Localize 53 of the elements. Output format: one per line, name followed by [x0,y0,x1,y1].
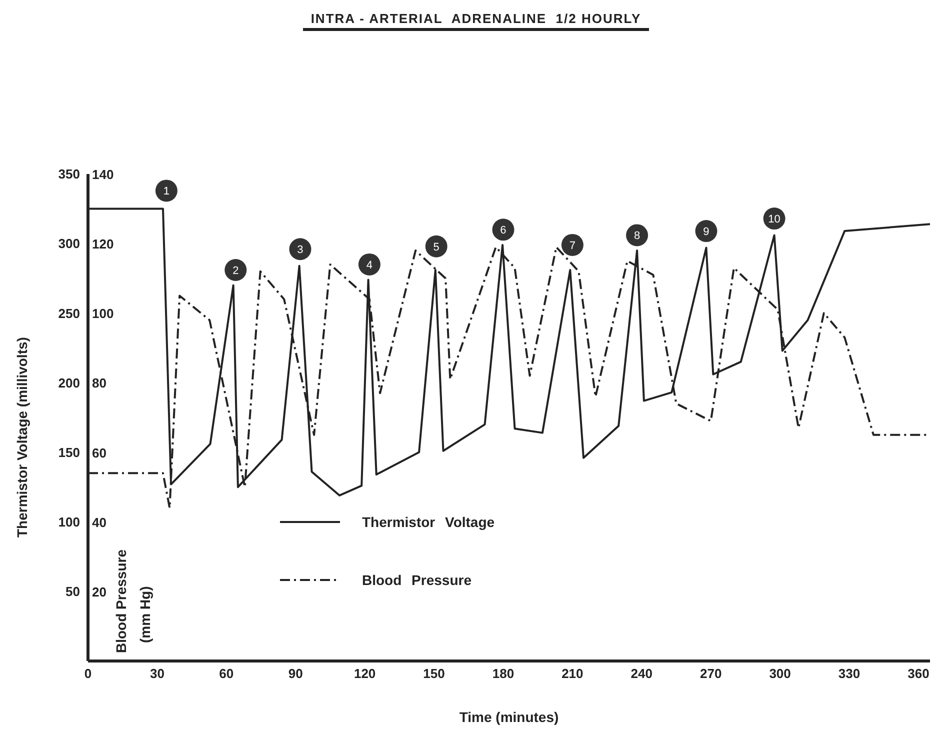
x-axis-title: Time (minutes) [459,709,559,725]
annotation: 7 [569,240,576,252]
y2-tick-label: 40 [92,514,106,530]
y2-axis-title: Blood Pressure (mm Hg) [113,549,153,653]
x-tick-label: 0 [84,666,92,682]
x-tick-label: 300 [769,666,791,682]
number-badge: 9 [695,220,718,242]
x-tick-label: 270 [700,666,722,682]
number-badge: 6 [492,218,514,241]
x-tick-label: 360 [908,666,930,682]
y-tick-label: 300 [58,236,80,252]
annotation: 1 [163,186,170,198]
y-axis-title: Thermistor Voltage (millivolts) [14,337,30,538]
number-badge: 5 [425,235,448,258]
annotation: 10 [768,214,780,226]
number-badge: 7 [561,234,584,256]
x-tick-label: 150 [423,666,445,682]
x-tick-label: 240 [630,666,652,682]
y2-tick-label: 100 [92,306,114,322]
y-tick-label: 150 [58,444,80,460]
x-tick-label: 60 [219,666,234,682]
annotation: 6 [500,224,506,237]
number-badge: 10 [763,208,786,230]
y2-tick-label: 140 [92,167,114,182]
chart-title: INTRA - ARTERIAL ADRENALINE 1/2 HOURLY [302,11,650,31]
annotation: 8 [634,230,640,242]
y2-tick-label: 120 [92,236,114,252]
annotation: 5 [433,241,440,254]
y2-tick-label: 60 [92,445,106,460]
y-tick-label: 350 [58,166,80,182]
number-badge: 1 [155,180,178,202]
number-badge: 8 [626,224,648,246]
legend-label: Blood Pressure [362,572,472,588]
y2-tick-label: 80 [92,376,106,391]
number-badge: 2 [224,259,247,281]
x-tick-label: 210 [562,666,584,682]
x-tick-label: 90 [288,666,303,682]
y-tick-label: 50 [66,584,80,600]
x-tick-label: 180 [492,666,514,682]
x-tick-label: 330 [838,666,860,682]
annotation: 4 [366,259,372,272]
annotation: 3 [297,244,304,256]
annotation: 9 [703,226,710,238]
y-tick-label: 100 [58,514,80,530]
y-tick-label: 200 [58,375,80,390]
number-badge: 4 [358,253,380,276]
y2-tick-label: 20 [92,584,106,600]
x-tick-label: 120 [354,666,376,682]
x-tick-label: 30 [150,666,164,682]
legend-label: Thermistor Voltage [362,514,495,530]
y-tick-label: 250 [58,306,80,321]
number-badge: 3 [289,238,312,260]
annotation: 2 [232,265,239,278]
